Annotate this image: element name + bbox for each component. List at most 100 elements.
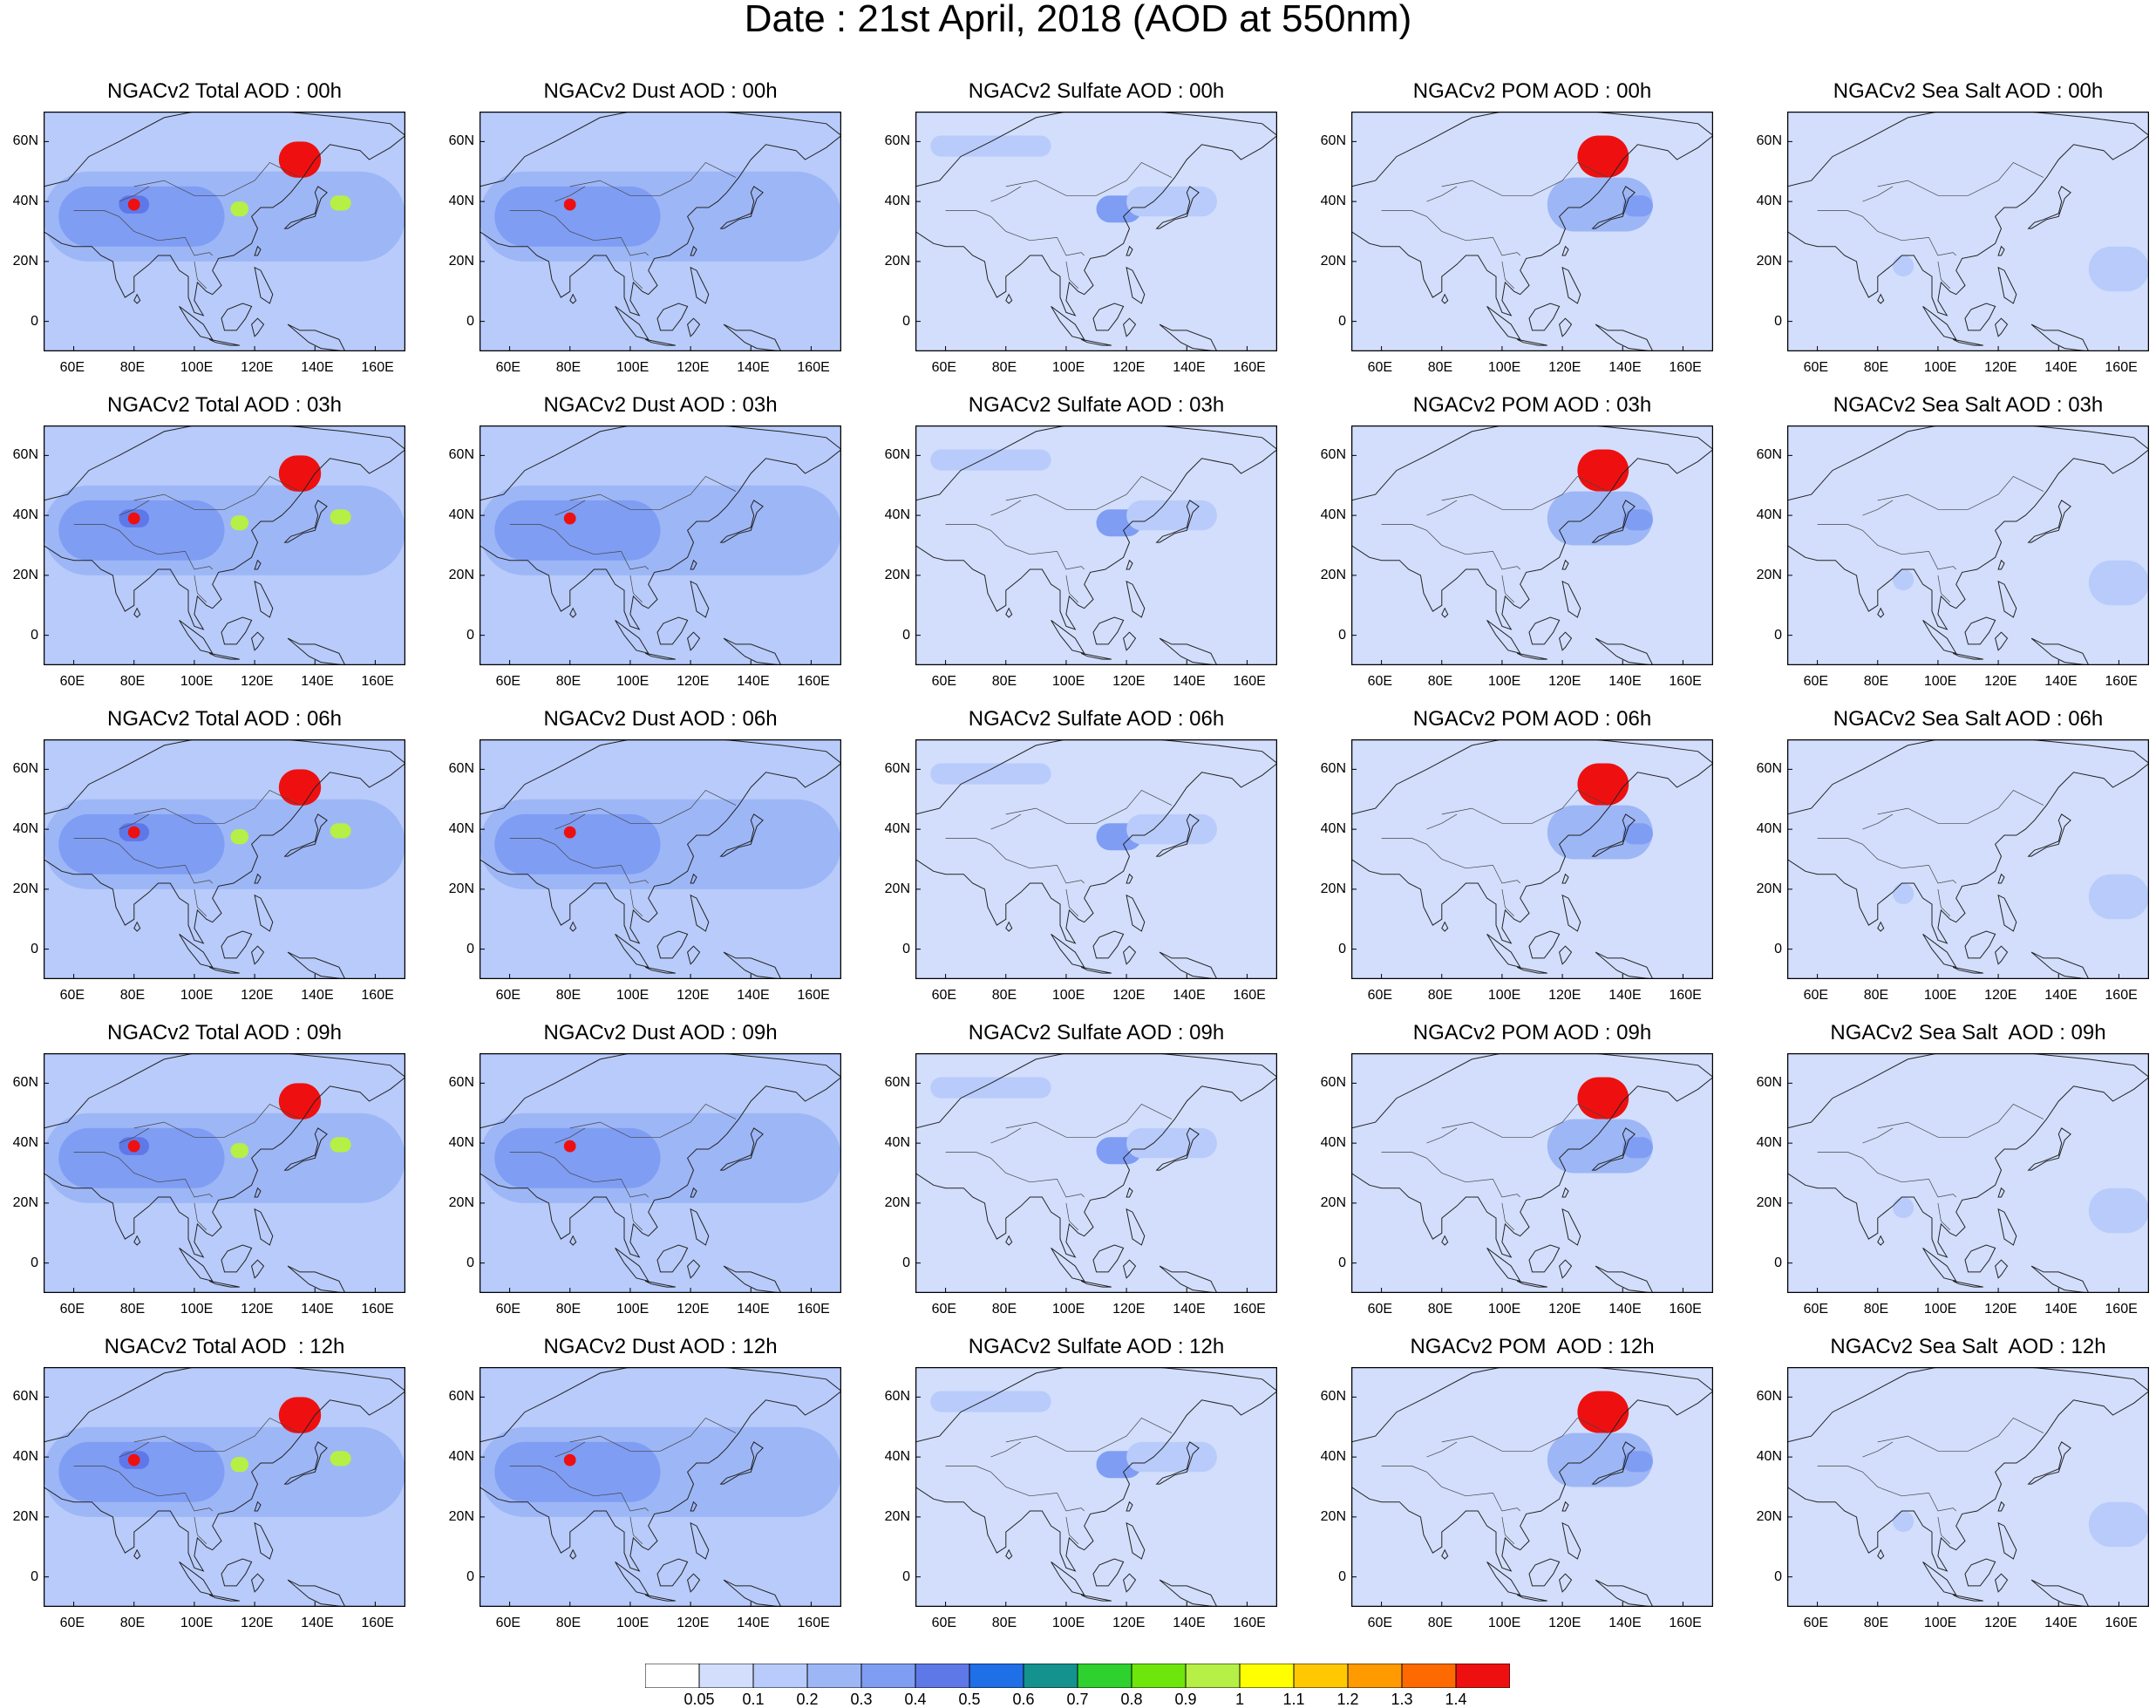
x-tick-label: 140E bbox=[2044, 360, 2078, 375]
y-tick-label: 20N bbox=[1756, 881, 1782, 896]
aod-plume-0 bbox=[1577, 1077, 1629, 1119]
y-tick-label: 0 bbox=[466, 313, 474, 329]
coastline bbox=[1516, 966, 1547, 974]
map-background bbox=[1351, 1053, 1713, 1293]
aod-plume-2 bbox=[563, 1140, 576, 1153]
y-tick-label: 60N bbox=[448, 133, 474, 149]
coastline bbox=[283, 1127, 328, 1171]
x-tick-label: 60E bbox=[495, 1616, 521, 1630]
y-tick-label: 60N bbox=[1320, 761, 1346, 777]
aod-plume-5 bbox=[230, 829, 249, 845]
aod-plume-5 bbox=[230, 201, 249, 217]
coastline bbox=[644, 1280, 676, 1288]
x-tick-label: 100E bbox=[180, 674, 214, 689]
x-tick-label: 140E bbox=[301, 988, 334, 1003]
aod-plume-1 bbox=[494, 500, 661, 561]
country-border bbox=[133, 161, 301, 196]
x-tick-label: 160E bbox=[361, 988, 394, 1003]
coastline bbox=[44, 739, 405, 944]
colorbar-swatch bbox=[806, 1664, 862, 1688]
coastline bbox=[915, 425, 1277, 630]
panel-title: NGACv2 Sea Salt AOD : 06h bbox=[1833, 707, 2104, 731]
x-tick-label: 100E bbox=[1923, 1616, 1957, 1630]
coastline bbox=[1561, 894, 1581, 932]
x-tick-label: 60E bbox=[1367, 674, 1393, 689]
x-tick-label: 80E bbox=[991, 1616, 1017, 1630]
aod-map-sulfate-03h bbox=[915, 425, 1277, 665]
coastline bbox=[1559, 317, 1573, 337]
coastline bbox=[1441, 1235, 1449, 1246]
coastline bbox=[1997, 559, 2005, 570]
aod-plume-6 bbox=[330, 1451, 351, 1466]
colorbar bbox=[645, 1664, 1510, 1688]
coastline bbox=[1997, 266, 2017, 304]
country-border bbox=[629, 888, 643, 917]
x-tick-label: 140E bbox=[737, 988, 770, 1003]
y-tick-label: 20N bbox=[884, 1194, 910, 1210]
y-tick-label: 60N bbox=[12, 133, 38, 149]
x-tick-label: 60E bbox=[931, 360, 957, 375]
coastline bbox=[1528, 303, 1561, 331]
coastline bbox=[1922, 305, 1957, 341]
country-border bbox=[1501, 1202, 1515, 1231]
map-frame bbox=[479, 1367, 841, 1607]
coastline bbox=[1997, 894, 2017, 932]
x-tick-label: 80E bbox=[991, 988, 1017, 1003]
coastline bbox=[1787, 1053, 2149, 1258]
aod-plume-0 bbox=[1577, 449, 1629, 492]
x-tick-label: 140E bbox=[301, 360, 334, 375]
coastline bbox=[254, 245, 262, 256]
y-tick-label: 40N bbox=[448, 1135, 474, 1151]
y-tick-label: 60N bbox=[884, 761, 910, 777]
coastline bbox=[1995, 945, 2009, 965]
aod-map-pom-03h bbox=[1351, 425, 1713, 665]
aod-map-pom-09h bbox=[1351, 1053, 1713, 1293]
coastline bbox=[1877, 921, 1885, 932]
aod-plume-2 bbox=[563, 826, 576, 839]
y-tick-label: 60N bbox=[1756, 761, 1782, 777]
coastline bbox=[690, 1500, 697, 1512]
coastline bbox=[1997, 873, 2005, 884]
colorbar-swatch bbox=[1023, 1664, 1078, 1688]
aod-map-dust-06h bbox=[479, 739, 841, 979]
panel-title: NGACv2 POM AOD : 00h bbox=[1412, 79, 1652, 103]
coastline bbox=[1005, 1548, 1013, 1560]
aod-plume-1 bbox=[1547, 1119, 1653, 1174]
x-tick-label: 80E bbox=[991, 674, 1017, 689]
y-tick-label: 40N bbox=[448, 821, 474, 837]
coastline bbox=[1995, 1573, 2009, 1593]
x-tick-label: 160E bbox=[1233, 674, 1266, 689]
country-border bbox=[1493, 237, 1520, 256]
y-tick-label: 60N bbox=[1756, 447, 1782, 463]
country-border bbox=[1426, 813, 1458, 830]
country-border bbox=[554, 813, 586, 830]
y-tick-label: 20N bbox=[884, 567, 910, 582]
coastline bbox=[254, 580, 274, 618]
country-border bbox=[1928, 865, 1956, 884]
y-tick-label: 20N bbox=[448, 1508, 474, 1524]
coastline bbox=[133, 1235, 141, 1246]
x-tick-label: 100E bbox=[1051, 1616, 1085, 1630]
x-tick-label: 140E bbox=[737, 1302, 770, 1317]
coastline bbox=[287, 637, 346, 665]
coastline bbox=[283, 1441, 328, 1485]
coastline bbox=[1126, 245, 1133, 256]
aod-map-sulfate-06h bbox=[915, 739, 1277, 979]
map-frame bbox=[479, 425, 841, 665]
x-tick-label: 160E bbox=[797, 360, 830, 375]
coastline bbox=[615, 1247, 650, 1283]
x-tick-label: 140E bbox=[737, 360, 770, 375]
x-tick-label: 120E bbox=[241, 674, 274, 689]
aod-map-sea-salt-09h bbox=[1787, 1053, 2149, 1293]
aod-plume-4 bbox=[278, 455, 322, 492]
coastline bbox=[2030, 1265, 2090, 1293]
aod-plume-0 bbox=[1577, 1391, 1629, 1433]
coastline bbox=[1997, 580, 2017, 618]
panel-title: NGACv2 Dust AOD : 06h bbox=[543, 707, 778, 731]
y-tick-label: 0 bbox=[1338, 1569, 1346, 1584]
aod-plume-1 bbox=[2088, 1501, 2149, 1548]
x-tick-label: 80E bbox=[1427, 1302, 1453, 1317]
map-frame bbox=[1787, 739, 2149, 979]
panel-title: NGACv2 Total AOD : 09h bbox=[106, 1021, 342, 1045]
country-border bbox=[133, 475, 301, 510]
